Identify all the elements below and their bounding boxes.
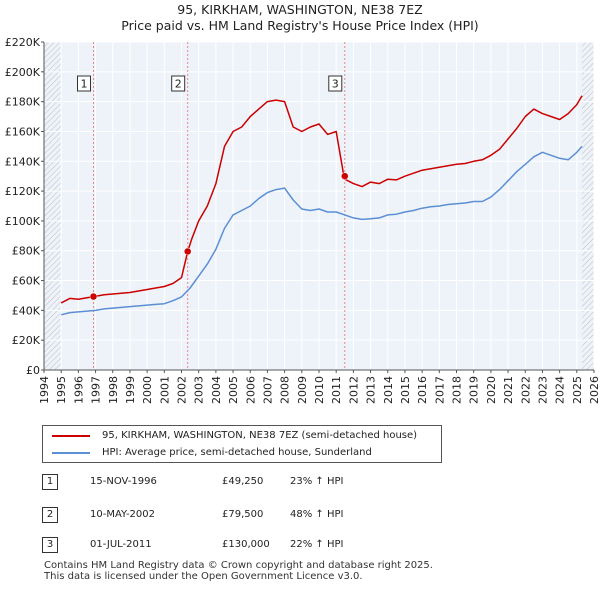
- y-tick-label: £60K: [12, 275, 41, 288]
- y-tick-label: £100K: [5, 215, 41, 228]
- sale-date: 10-MAY-2002: [90, 509, 156, 520]
- x-tick-label: 2012: [347, 376, 360, 404]
- sale-label-number: 1: [81, 78, 88, 91]
- sale-price: £79,500: [222, 509, 264, 520]
- y-tick-label: £140K: [5, 155, 41, 168]
- x-tick-label: 2014: [382, 376, 395, 404]
- x-tick-label: 1998: [107, 376, 120, 404]
- x-tick-label: 2001: [158, 376, 171, 404]
- sale-label-box: [77, 75, 91, 92]
- x-tick-label: 2024: [554, 376, 567, 404]
- x-tick-label: 2010: [313, 376, 326, 404]
- legend: 95, KIRKHAM, WASHINGTON, NE38 7EZ (semi-…: [42, 425, 442, 463]
- footer: Contains HM Land Registry data © Crown c…: [44, 560, 433, 582]
- sale-label-box: [328, 75, 343, 92]
- sale-hpi-change: 22% ↑ HPI: [290, 539, 344, 550]
- y-tick-label: £20K: [12, 334, 41, 347]
- chart-title-block: 95, KIRKHAM, WASHINGTON, NE38 7EZ Price …: [0, 2, 600, 34]
- sale-point: [183, 247, 192, 256]
- x-tick-label: 2026: [588, 376, 600, 404]
- x-tick-label: 1994: [38, 376, 51, 404]
- y-tick-label: £0: [26, 364, 40, 377]
- sale-number-badge: 3: [42, 537, 58, 553]
- no-data-region-left: [44, 42, 62, 370]
- x-tick-label: 2003: [193, 376, 206, 404]
- x-tick-label: 2025: [571, 376, 584, 404]
- x-tick-label: 2009: [296, 376, 309, 404]
- sale-price: £130,000: [222, 539, 270, 550]
- sale-label-number: 2: [175, 78, 182, 91]
- sale-number-badge: 1: [42, 474, 58, 490]
- x-tick-label: 1996: [72, 376, 85, 404]
- legend-swatch-hpi: [52, 452, 90, 454]
- footer-copyright: Contains HM Land Registry data © Crown c…: [44, 560, 433, 571]
- x-tick-label: 2000: [141, 376, 154, 404]
- hpi-series-line: [61, 145, 583, 316]
- sale-point: [341, 172, 349, 180]
- sale-label-number: 3: [332, 78, 339, 91]
- x-tick-label: 2013: [365, 376, 378, 404]
- footer-licence: This data is licensed under the Open Gov…: [44, 571, 363, 582]
- sale-price: £49,250: [222, 476, 264, 487]
- sale-number-badge: 2: [42, 507, 58, 523]
- x-tick-label: 1999: [124, 376, 137, 404]
- x-tick-label: 2018: [451, 376, 464, 404]
- y-tick-label: £40K: [12, 304, 41, 317]
- chart-subtitle: Price paid vs. HM Land Registry's House …: [121, 18, 479, 33]
- x-tick-label: 2021: [502, 376, 515, 404]
- y-tick-label: £120K: [5, 185, 41, 198]
- x-tick-label: 2004: [210, 376, 223, 404]
- sale-point: [89, 292, 98, 301]
- sale-date: 01-JUL-2011: [90, 539, 152, 550]
- x-tick-label: 2011: [330, 376, 343, 404]
- x-tick-label: 2017: [433, 376, 446, 404]
- y-tick-label: £160K: [5, 125, 41, 138]
- price-chart: 1 2 3 £0 £20K £40K £60K £80K £100K £120K £140K £160…: [5, 36, 600, 404]
- y-tick-label: £80K: [12, 245, 41, 258]
- x-tick-label: 2020: [485, 376, 498, 404]
- legend-swatch-property: [52, 435, 90, 437]
- sale-hpi-change: 23% ↑ HPI: [290, 476, 344, 487]
- x-tick-label: 1997: [90, 376, 103, 404]
- sale-hpi-change: 48% ↑ HPI: [290, 509, 344, 520]
- x-tick-label: 2007: [261, 376, 274, 404]
- legend-label-property: 95, KIRKHAM, WASHINGTON, NE38 7EZ (semi-…: [102, 430, 418, 441]
- y-tick-label: £220K: [5, 36, 41, 49]
- x-tick-label: 2008: [279, 376, 292, 404]
- property-series-line: [60, 95, 583, 304]
- chart-title: 95, KIRKHAM, WASHINGTON, NE38 7EZ: [177, 2, 423, 17]
- legend-label-hpi: HPI: Average price, semi-detached house,…: [102, 447, 372, 458]
- y-tick-label: £200K: [5, 66, 41, 79]
- sale-date: 15-NOV-1996: [90, 476, 157, 487]
- x-tick-label: 1995: [55, 376, 68, 404]
- x-tick-label: 2019: [468, 376, 481, 404]
- y-tick-label: £180K: [5, 96, 41, 109]
- no-data-region-right: [581, 42, 594, 370]
- x-tick-label: 2006: [244, 376, 257, 404]
- x-tick-label: 2023: [536, 376, 549, 404]
- x-tick-label: 2005: [227, 376, 240, 404]
- x-tick-label: 2022: [519, 376, 532, 404]
- x-tick-label: 2015: [399, 376, 412, 404]
- x-tick-label: 2002: [176, 376, 189, 404]
- sale-label-box: [171, 75, 186, 92]
- x-tick-label: 2016: [416, 376, 429, 404]
